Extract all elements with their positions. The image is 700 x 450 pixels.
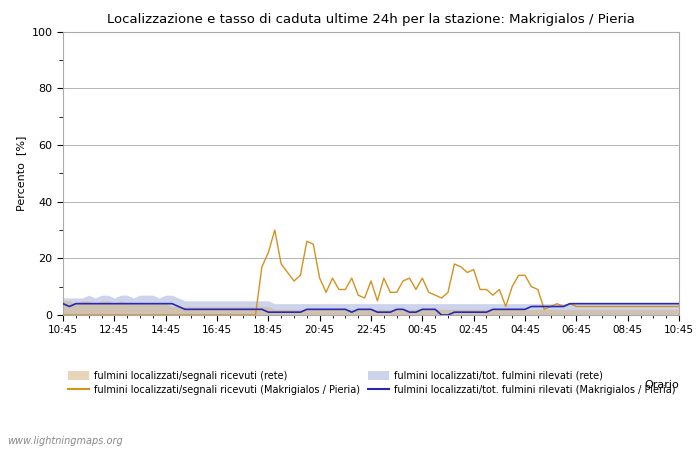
Text: Orario: Orario [644, 380, 679, 390]
Title: Localizzazione e tasso di caduta ultime 24h per la stazione: Makrigialos / Pieri: Localizzazione e tasso di caduta ultime … [107, 13, 635, 26]
Text: www.lightningmaps.org: www.lightningmaps.org [7, 436, 122, 446]
Legend: fulmini localizzati/segnali ricevuti (rete), fulmini localizzati/segnali ricevut: fulmini localizzati/segnali ricevuti (re… [68, 371, 676, 395]
Y-axis label: Percento  [%]: Percento [%] [16, 135, 26, 211]
